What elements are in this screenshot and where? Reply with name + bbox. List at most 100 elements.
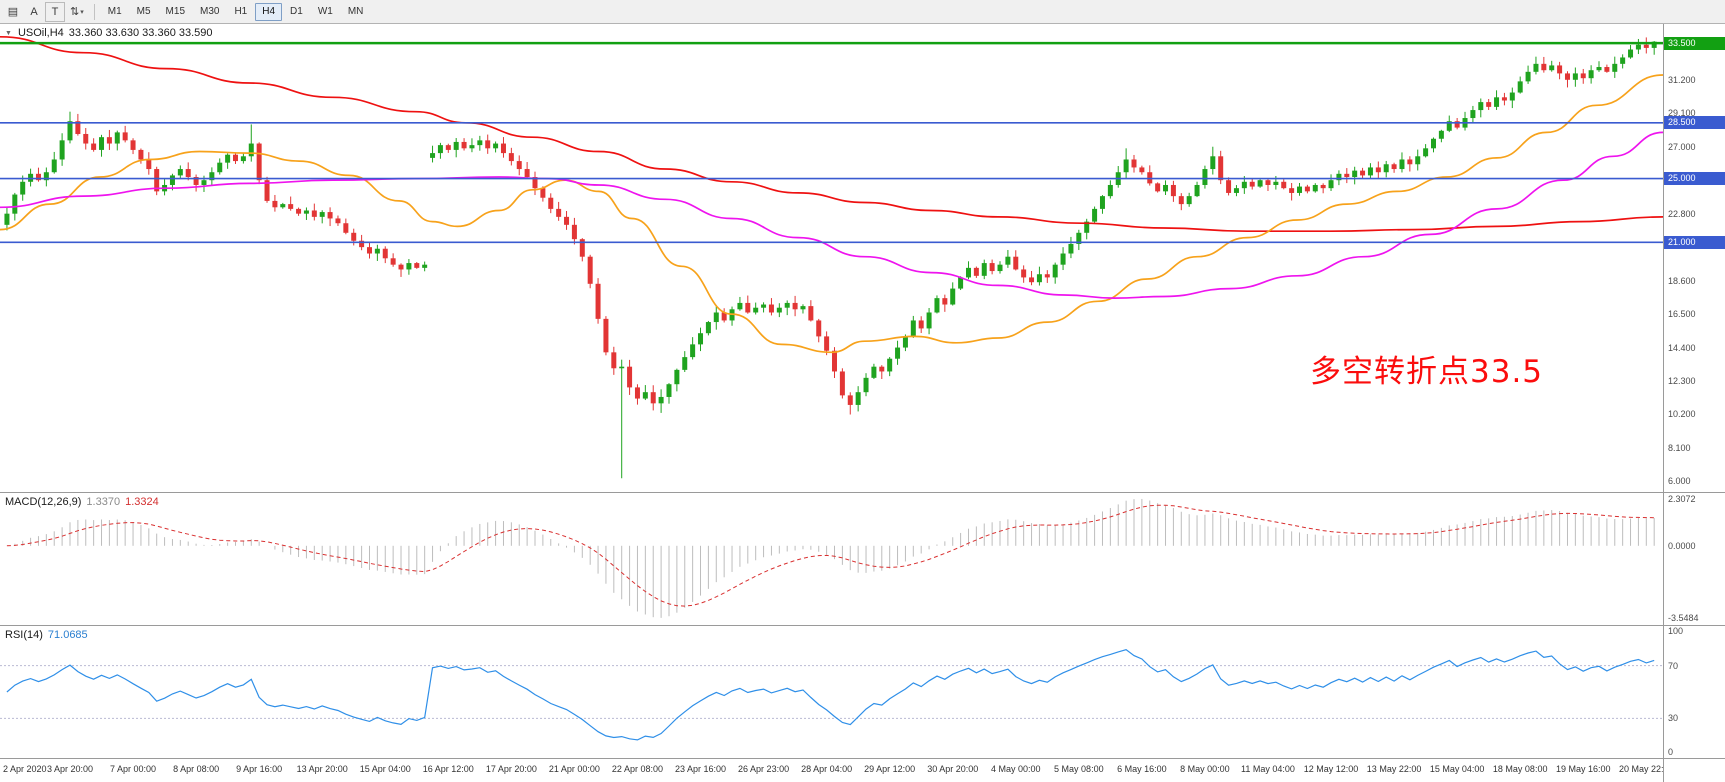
ma-magenta-line [0,131,1663,299]
macd-scale-label: 2.3072 [1668,493,1696,504]
time-label: 30 Apr 20:00 [927,764,979,774]
rsi-scale-label: 100 [1668,626,1684,636]
time-label: 4 May 00:00 [991,764,1041,774]
scroll-mode-dropdown[interactable]: ⇅ ▾ [66,2,88,22]
macd-scale-label: 0.0000 [1668,540,1696,551]
time-label: 3 Apr 20:00 [46,764,94,774]
price-axis-label: 14.400 [1668,342,1696,353]
time-label: 17 Apr 20:00 [485,764,537,774]
chevron-down-icon: ▾ [80,8,84,16]
price-badge-25.000: 25.000 [1664,172,1725,186]
time-label: 15 Apr 04:00 [359,764,411,774]
rsi-scale-axis[interactable]: 100 70 30 0 [1663,626,1725,758]
time-label: 29 Apr 12:00 [864,764,916,774]
symbol-timeframe-text: USOil,H4 [17,27,64,39]
price-badge-33.500: 33.500 [1664,36,1725,50]
time-label: 22 Apr 08:00 [611,764,663,774]
time-label: 15 May 04:00 [1429,764,1485,774]
time-label: 13 Apr 20:00 [296,764,348,774]
rsi-indicator-panel[interactable]: RSI(14) 71.0685 100 70 30 0 [0,625,1725,758]
text-label-a-button[interactable]: A [24,2,44,22]
macd-indicator-panel[interactable]: MACD(12,26,9) 1.3370 1.3324 2.3072 0.0000… [0,492,1725,625]
price-axis-label: 16.500 [1668,309,1696,320]
chart-symbol-label: ▼ USOil,H4 33.360 33.630 33.360 33.590 [5,27,213,39]
ma-red-line [0,35,1663,233]
rsi-value-text: 71.0685 [47,629,88,641]
macd-main-value: 1.3370 [86,496,121,508]
time-label: 23 Apr 16:00 [674,764,727,774]
price-axis-label: 22.800 [1668,208,1696,219]
timeframe-m30-button[interactable]: M30 [200,6,220,17]
price-axis-label: 29.100 [1668,108,1696,119]
text-tool-glyph: T [51,5,59,18]
ohlc-values-text: 33.360 33.630 33.360 33.590 [68,27,213,39]
time-label: 12 May 12:00 [1303,764,1359,774]
rsi-scale-label: 0 [1668,747,1674,757]
candlesticks [4,37,1657,479]
price-axis-label: 6.000 [1668,476,1691,487]
toolbar: ▤ A T ⇅ ▾ M1 M5 M15 M30 H1 H4 D1 W1 MN [0,0,1725,24]
chart-grid-icon[interactable]: ▤ [3,2,23,22]
macd-scale-label: -3.5484 [1668,612,1699,623]
ma-orange-line [0,74,1663,354]
label-a-glyph: A [30,5,38,18]
rsi-chart-svg [0,649,1663,741]
time-label: 28 Apr 04:00 [801,764,853,774]
timeframe-h1-button[interactable]: H1 [234,6,248,17]
price-badge-28.500: 28.500 [1664,116,1725,130]
timeframe-d1-button[interactable]: D1 [290,6,303,17]
price-axis-label: 8.100 [1668,442,1691,453]
time-label: 2 Apr 2020 [3,764,47,774]
price-axis-label: 27.000 [1668,141,1696,152]
macd-label: MACD(12,26,9) 1.3370 1.3324 [5,496,159,508]
text-tool-button[interactable]: T [45,1,65,22]
price-axis-label: 10.200 [1668,409,1696,420]
rsi-scale-label: 70 [1668,660,1679,671]
chart-grid-glyph: ▤ [7,6,19,18]
time-axis[interactable]: 2 Apr 2020 3 Apr 20:00 7 Apr 00:00 8 Apr 08… [0,758,1725,782]
time-axis-corner [1663,759,1725,782]
macd-scale-axis[interactable]: 2.3072 0.0000 -3.5484 [1663,493,1725,625]
timeframe-h4-button[interactable]: H4 [255,2,283,21]
time-label: 19 May 16:00 [1555,764,1611,774]
time-label: 6 May 16:00 [1117,764,1167,774]
price-badge-21.000: 21.000 [1664,235,1725,249]
price-axis-label: 12.300 [1668,376,1696,387]
time-label: 26 Apr 23:00 [738,764,790,774]
price-axis[interactable]: 33.500 28.500 25.000 21.000 31.200 29.100 27.0… [1663,24,1725,492]
macd-histogram [14,498,1655,618]
macd-chart-svg [6,498,1655,618]
price-axis-label: 18.600 [1668,275,1696,286]
timeframe-m5-button[interactable]: M5 [136,6,151,17]
time-label: 21 Apr 00:00 [548,764,600,774]
annotation-text[interactable]: 多空转折点33.5 [1310,354,1544,390]
chart-dropdown-triangle-icon[interactable]: ▼ [5,29,12,37]
time-label: 7 Apr 00:00 [110,764,157,774]
rsi-line [6,649,1655,741]
rsi-scale-label: 30 [1668,713,1679,724]
scroll-arrows-icon: ⇅ [70,6,80,18]
timeframe-m1-button[interactable]: M1 [107,6,122,17]
rsi-label: RSI(14) 71.0685 [5,629,88,641]
macd-name-text: MACD(12,26,9) [5,496,82,508]
toolbar-separator [93,3,95,20]
timeframe-w1-button[interactable]: W1 [317,6,333,17]
price-chart-svg [0,35,1663,479]
price-axis-label: 31.200 [1668,74,1696,85]
time-label: 20 May 22:00 [1619,764,1674,774]
time-label: 16 Apr 12:00 [422,764,474,774]
time-label: 5 May 08:00 [1054,764,1104,774]
time-label: 13 May 22:00 [1366,764,1422,774]
timeframe-mn-button[interactable]: MN [347,6,364,17]
timeframe-m15-button[interactable]: M15 [165,6,185,17]
time-label: 9 Apr 16:00 [236,764,283,774]
time-label: 18 May 08:00 [1492,764,1548,774]
macd-signal-line [6,504,1655,607]
time-label: 8 Apr 08:00 [173,764,220,774]
time-labels-strip: 2 Apr 2020 3 Apr 20:00 7 Apr 00:00 8 Apr 08… [0,759,1674,782]
time-label: 8 May 00:00 [1180,764,1230,774]
macd-signal-value: 1.3324 [125,496,159,508]
main-chart-panel[interactable]: ▼ USOil,H4 33.360 33.630 33.360 33.590 多… [0,24,1725,492]
rsi-name-text: RSI(14) [5,629,43,641]
